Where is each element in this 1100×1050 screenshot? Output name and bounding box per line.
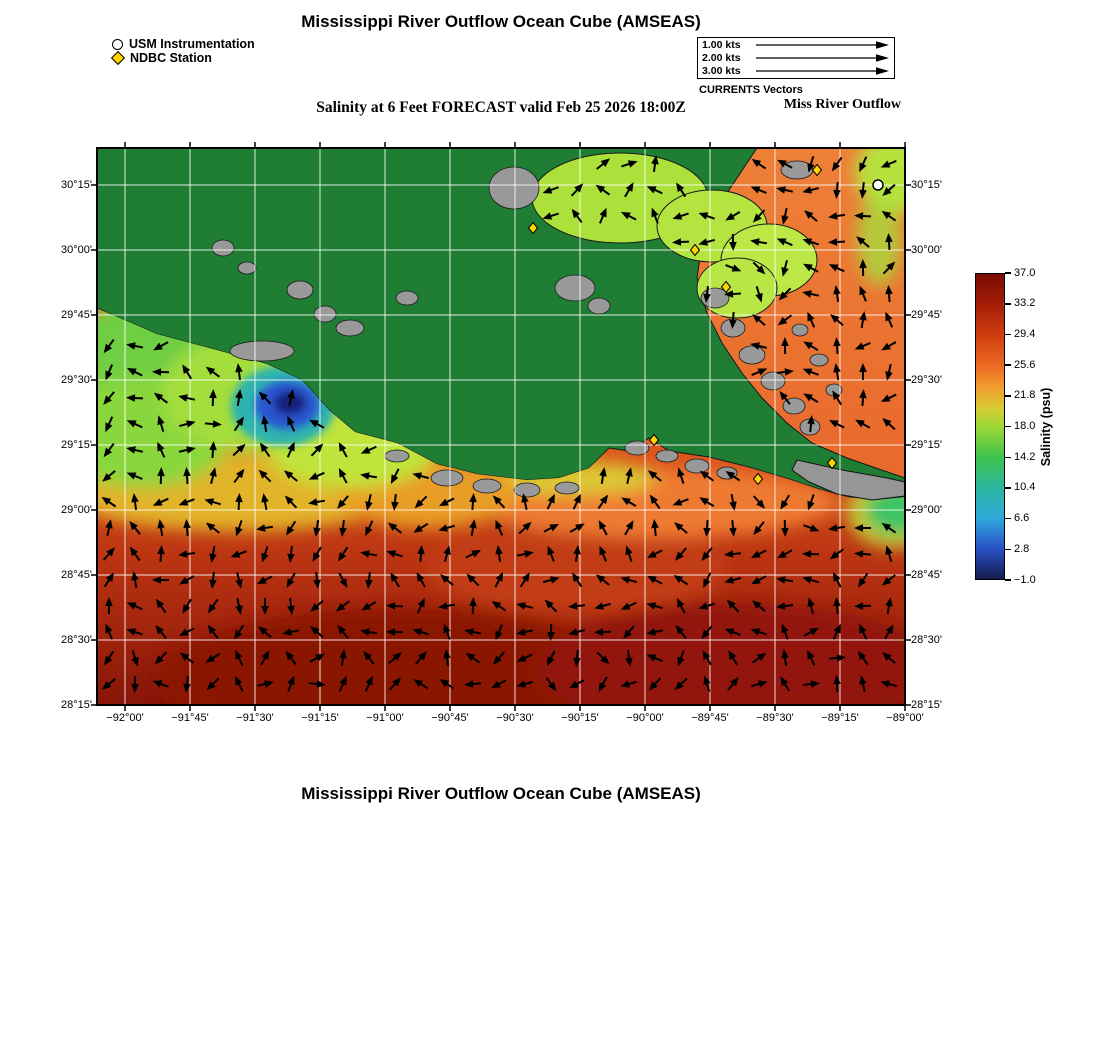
colorbar-tick-label: 25.6 [1014,358,1036,371]
map-frame [96,147,906,706]
ndbc-station-marker [720,280,732,294]
x-axis-tick-label: −90°30' [496,712,534,724]
station-markers [527,163,884,486]
vector-speed-label: 3.00 kts [702,65,741,77]
y-axis-tick-label-right: 30°00' [911,244,942,256]
vector-arrow-icon [756,54,889,62]
vector-arrow-icon [756,67,889,75]
vector-speed-label: 2.00 kts [702,52,741,64]
y-axis-tick-label-right: 30°15' [911,179,942,191]
vector-speed-label: 1.00 kts [702,39,741,51]
colorbar-tick-mark [1005,487,1011,489]
current-vector-arrows [101,155,897,693]
colorbar-gradient [976,274,1004,579]
y-axis-tick-label-left: 29°30' [61,374,92,386]
y-axis-tick-label-left: 29°15' [61,439,92,451]
y-axis-tick-label-right: 28°15' [911,699,942,711]
colorbar-tick-label: 18.0 [1014,420,1036,432]
x-axis-tick-label: −90°15' [561,712,599,724]
forecast-subtitle: Salinity at 6 Feet FORECAST valid Feb 25… [316,99,686,116]
colorbar-tick-mark [1005,303,1011,305]
x-axis-tick-label: −89°45' [691,712,729,724]
salinity-map [91,142,911,711]
vector-legend-row: 3.00 kts [702,65,890,77]
y-axis-tick-label-right: 29°00' [911,504,942,516]
colorbar-tick-label: 2.8 [1014,542,1030,555]
salinity-colorbar [975,273,1005,580]
y-axis-tick-label-left: 28°15' [61,699,92,711]
ndbc-station-marker [826,456,838,470]
station-legend: USM Instrumentation NDBC Station [110,37,255,66]
ndbc-station-marker [527,221,539,235]
colorbar-tick-mark [1005,425,1011,428]
lake-water [531,152,818,319]
usm-legend-label: USM Instrumentation [129,37,255,51]
colorbar-tick-label: 10.4 [1014,481,1036,494]
ndbc-station-marker [752,472,764,486]
colorbar-title-text: Salinity (psu) [1039,387,1053,467]
x-axis-tick-label: −91°15' [301,712,339,724]
x-axis-tick-label: −92°00' [106,712,144,724]
y-axis-tick-label-left: 28°30' [61,634,92,646]
legend-row-ndbc: NDBC Station [110,50,255,66]
x-axis-tick-label: −90°45' [431,712,469,724]
vector-arrow-icon [756,41,889,49]
ndbc-station-marker [648,433,660,447]
colorbar-tick-mark [1005,517,1011,520]
ndbc-diamond-icon [110,50,126,66]
y-axis-tick-label-left: 29°00' [61,504,92,516]
currents-vectors-caption: CURRENTS Vectors [699,84,803,96]
legend-row-usm: USM Instrumentation [112,37,255,51]
colorbar-tick-label: 21.8 [1014,389,1036,402]
colorbar-tick-mark [1005,364,1011,366]
colorbar-tick-label: 37.0 [1014,266,1036,279]
y-axis-tick-label-left: 29°45' [61,309,92,321]
miss-river-outflow-label: Miss River Outflow [783,97,901,112]
y-axis-tick-label-right: 29°15' [911,439,942,451]
colorbar-tick-label: 29.4 [1014,327,1036,340]
axis-tick-marks [91,142,911,711]
ndbc-station-marker [811,163,823,177]
y-axis-tick-label-left: 30°15' [61,179,92,191]
currents-vector-legend-box: 1.00 kts 2.00 kts 3.00 kts [697,37,895,79]
x-axis-tick-label: −89°30' [756,712,794,724]
x-axis-tick-label: −89°00' [886,712,924,724]
y-axis-tick-label-right: 28°45' [911,569,942,581]
x-axis-tick-label: −91°00' [366,712,404,724]
x-axis-tick-label: −89°15' [821,712,859,724]
y-axis-tick-label-left: 28°45' [61,569,92,581]
usm-circle-icon [112,38,123,50]
page-title: Mississippi River Outflow Ocean Cube (AM… [301,12,701,31]
usm-station-marker [872,179,884,191]
colorbar-tick-mark [1005,272,1011,274]
colorbar-tick-mark [1005,579,1011,581]
colorbar-tick-mark [1005,395,1011,397]
vector-legend-row: 1.00 kts [702,39,890,51]
colorbar-tick-label: −1.0 [1014,573,1036,586]
y-axis-tick-label-right: 29°45' [911,309,942,321]
x-axis-tick-label: −90°00' [626,712,664,724]
x-axis-tick-label: −91°45' [171,712,209,724]
vector-legend-row: 2.00 kts [702,52,890,64]
delta-land [791,459,905,501]
y-axis-tick-label-right: 28°30' [911,634,942,646]
colorbar-tick-label: 33.2 [1014,297,1036,310]
colorbar-tick-label: 6.6 [1014,512,1030,525]
y-axis-tick-label-right: 29°30' [911,374,942,386]
colorbar-tick-mark [1005,548,1011,551]
colorbar-tick-mark [1005,333,1011,336]
colorbar-tick-label: 14.2 [1014,450,1036,463]
ndbc-station-marker [689,243,701,257]
x-axis-tick-label: −91°30' [236,712,274,724]
map-painting [97,148,905,705]
colorbar-tick-mark [1005,456,1011,458]
bottom-page-title: Mississippi River Outflow Ocean Cube (AM… [301,784,701,803]
ndbc-legend-label: NDBC Station [130,51,212,65]
y-axis-tick-label-left: 30°00' [61,244,92,256]
